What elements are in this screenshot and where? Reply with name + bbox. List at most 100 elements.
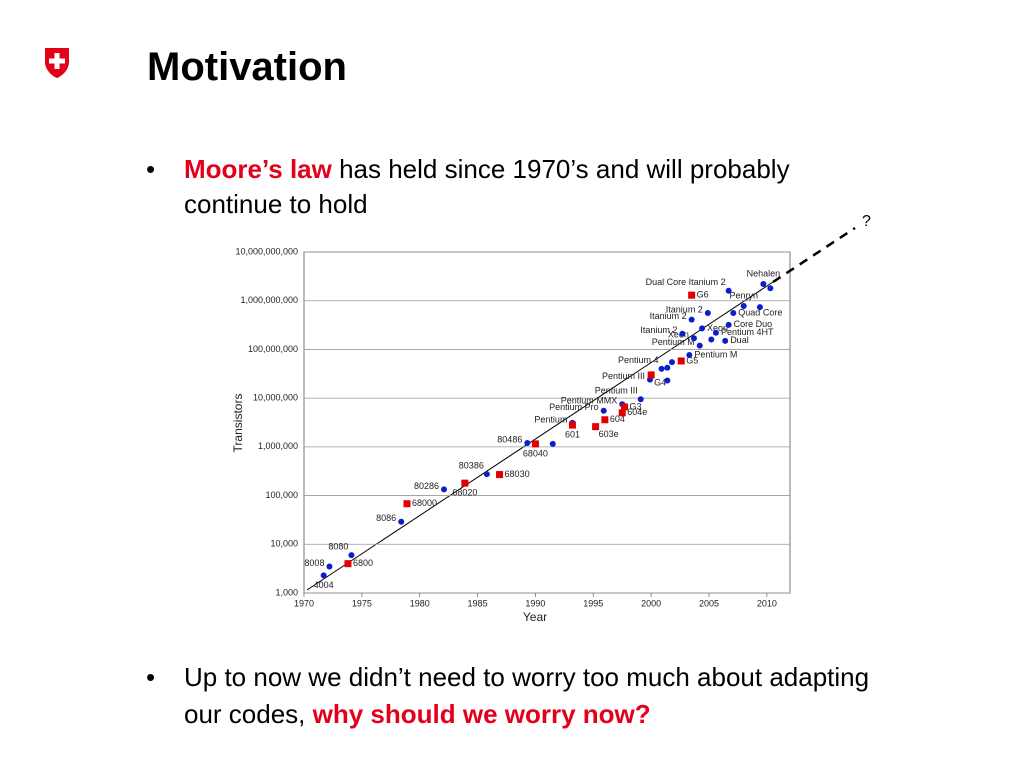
point-label: 8080 <box>328 541 348 551</box>
point <box>688 291 696 299</box>
point <box>725 287 732 294</box>
point <box>690 335 697 342</box>
point <box>601 416 609 424</box>
x-tick-label: 1980 <box>410 598 430 608</box>
point <box>403 500 411 508</box>
point-label: Nehalen <box>747 268 781 278</box>
point-label: 604 <box>610 414 625 424</box>
point-label: Quad Core <box>738 307 782 317</box>
point-label: Pentium 4 <box>618 355 659 365</box>
point-label: Penryn <box>729 290 758 300</box>
x-tick-label: 2005 <box>699 598 719 608</box>
point-label: 8086 <box>376 513 396 523</box>
emphasis: Moore’s law <box>184 154 333 184</box>
bullet-marker: • <box>146 154 155 184</box>
slide-title: Motivation <box>147 45 347 89</box>
x-tick-label: 2000 <box>641 598 661 608</box>
point <box>647 371 655 379</box>
point <box>760 281 767 288</box>
trend-extension <box>772 226 856 284</box>
bullet-text: our codes, why should we worry now? <box>184 699 651 729</box>
point <box>348 552 355 559</box>
point <box>621 403 629 411</box>
point <box>725 321 732 328</box>
point-label: 6800 <box>353 558 373 568</box>
point <box>618 409 626 417</box>
point-label: G6 <box>697 290 709 300</box>
point-label: 8008 <box>304 558 324 568</box>
point <box>686 351 693 358</box>
x-tick-label: 1975 <box>352 598 372 608</box>
point <box>730 309 737 316</box>
point-label: 4004 <box>314 580 334 590</box>
point <box>708 336 715 343</box>
y-tick-label: 1,000 <box>275 587 298 597</box>
point <box>668 359 675 366</box>
point-label: G5 <box>686 355 698 365</box>
y-tick-label: 10,000 <box>270 539 298 549</box>
point-label: G3 <box>630 401 642 411</box>
bullet-marker: • <box>146 662 155 692</box>
point <box>688 316 695 323</box>
x-axis-label: Year <box>523 610 547 624</box>
point-label: Pentium 4HT <box>721 327 774 337</box>
bullet-text: Up to now we didn’t need to worry too mu… <box>184 662 869 692</box>
point <box>756 304 763 311</box>
point <box>664 364 671 371</box>
x-tick-label: 1985 <box>468 598 488 608</box>
point-label: 601 <box>565 429 580 439</box>
point-label: Pentium M <box>652 337 695 347</box>
trend-line <box>306 281 774 591</box>
point-label: Xeon <box>707 323 728 333</box>
point <box>549 440 556 447</box>
chart: Year Transistors ? 1,000 10,000 100,000 1,0… <box>231 213 871 624</box>
point-label: 80286 <box>414 481 439 491</box>
x-tick-label: 1970 <box>294 598 314 608</box>
point <box>712 329 719 336</box>
point <box>326 563 333 570</box>
point-label: Itanium 2 <box>640 325 677 335</box>
text-run: our codes, <box>184 699 313 729</box>
point-label: 68020 <box>452 488 477 498</box>
point-label: 68040 <box>523 448 548 458</box>
point-label: Itanium 2 <box>650 311 687 321</box>
point <box>722 337 729 344</box>
point-label: 604e <box>627 407 647 417</box>
point <box>483 471 490 478</box>
point <box>592 423 600 431</box>
point <box>320 572 327 579</box>
x-tick-label: 1990 <box>525 598 545 608</box>
point-label: Core Duo <box>734 319 773 329</box>
point <box>664 377 671 384</box>
point-label: Pentium Pro <box>549 402 599 412</box>
y-tick-label: 100,000,000 <box>248 344 298 354</box>
point-label: Pentium M <box>694 349 737 359</box>
y-tick-label: 1,000,000,000 <box>240 295 298 305</box>
point-label: Pentium III <box>595 386 638 396</box>
point <box>398 518 405 525</box>
point-label: Pentium MMX <box>561 396 618 406</box>
point-label: Itanium 2 <box>666 304 703 314</box>
point <box>524 439 531 446</box>
point <box>568 421 576 429</box>
point-label: Xeon <box>668 330 689 340</box>
point <box>740 302 747 309</box>
y-axis-label: Transistors <box>231 394 245 453</box>
point <box>600 407 607 414</box>
point-label: Dual Core Itanium 2 <box>646 277 726 287</box>
point-label: 68000 <box>412 498 437 508</box>
y-tick-label: 10,000,000,000 <box>235 246 298 256</box>
point <box>531 440 539 448</box>
point <box>461 479 469 487</box>
y-tick-label: 10,000,000 <box>253 393 298 403</box>
point <box>679 330 686 337</box>
y-tick-label: 100,000 <box>265 490 298 500</box>
point <box>699 325 706 332</box>
point-label: 80386 <box>459 461 484 471</box>
bullet-text: Moore’s law has held since 1970’s and wi… <box>184 154 790 184</box>
text-run: has held since 1970’s and will probably <box>332 154 790 184</box>
point-label: G4 <box>654 377 666 387</box>
x-tick-label: 2010 <box>757 598 777 608</box>
point-label: 68030 <box>505 469 530 479</box>
